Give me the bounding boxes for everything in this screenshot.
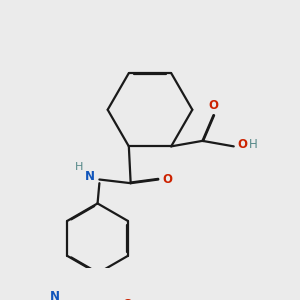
Text: N: N [50, 290, 60, 300]
Text: O: O [162, 173, 172, 186]
Text: O: O [122, 298, 132, 300]
Text: O: O [208, 99, 218, 112]
Text: H: H [75, 162, 83, 172]
Text: O: O [237, 138, 248, 151]
Text: N: N [85, 170, 95, 183]
Text: H: H [249, 138, 258, 151]
